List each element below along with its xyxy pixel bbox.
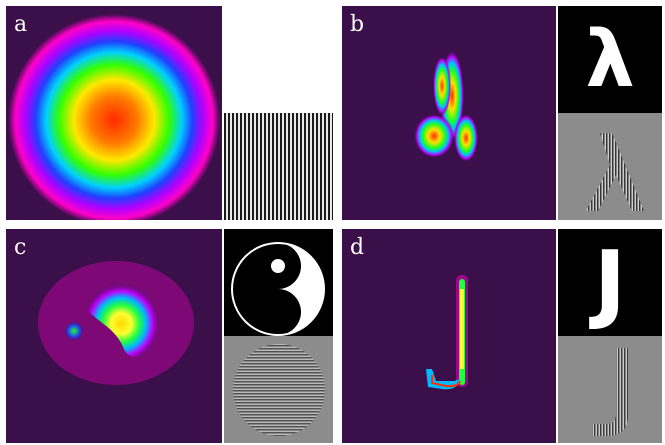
grating-a [224, 113, 333, 220]
panel-label-d: d [350, 235, 365, 260]
lambda-reconstruction [414, 50, 478, 162]
yin-yang-hologram [233, 344, 325, 436]
gaussian-beam-heatmap [6, 6, 222, 220]
j-hologram [592, 348, 628, 436]
lambda-glyph-tile: λ [558, 6, 662, 113]
heatmap-a: a [6, 6, 222, 220]
heatmap-d: d [342, 229, 556, 443]
yin-yang-tile [224, 229, 333, 336]
lambda-hologram-tile [558, 113, 662, 220]
lambda-glyph: λ [585, 14, 635, 105]
j-glyph-tile: J [558, 229, 662, 336]
heatmap-c: c [6, 229, 222, 443]
panel-b: b λ [342, 6, 662, 220]
panel-label-a: a [14, 12, 28, 37]
j-glyph: J [594, 232, 626, 333]
panel-label-b: b [350, 12, 365, 37]
panel-a: a [6, 6, 333, 220]
panel-label-c: c [14, 235, 27, 260]
side-blank-a [224, 6, 333, 113]
yin-yang-reconstruction [38, 261, 194, 385]
j-reconstruction [426, 275, 468, 390]
panel-d: d J [342, 229, 662, 443]
j-hologram-tile [558, 336, 662, 443]
lambda-hologram [586, 133, 644, 211]
yin-yang-icon [231, 242, 325, 336]
yin-yang-hologram-tile [224, 336, 333, 443]
heatmap-b: b [342, 6, 556, 220]
panel-c: c [6, 229, 333, 443]
